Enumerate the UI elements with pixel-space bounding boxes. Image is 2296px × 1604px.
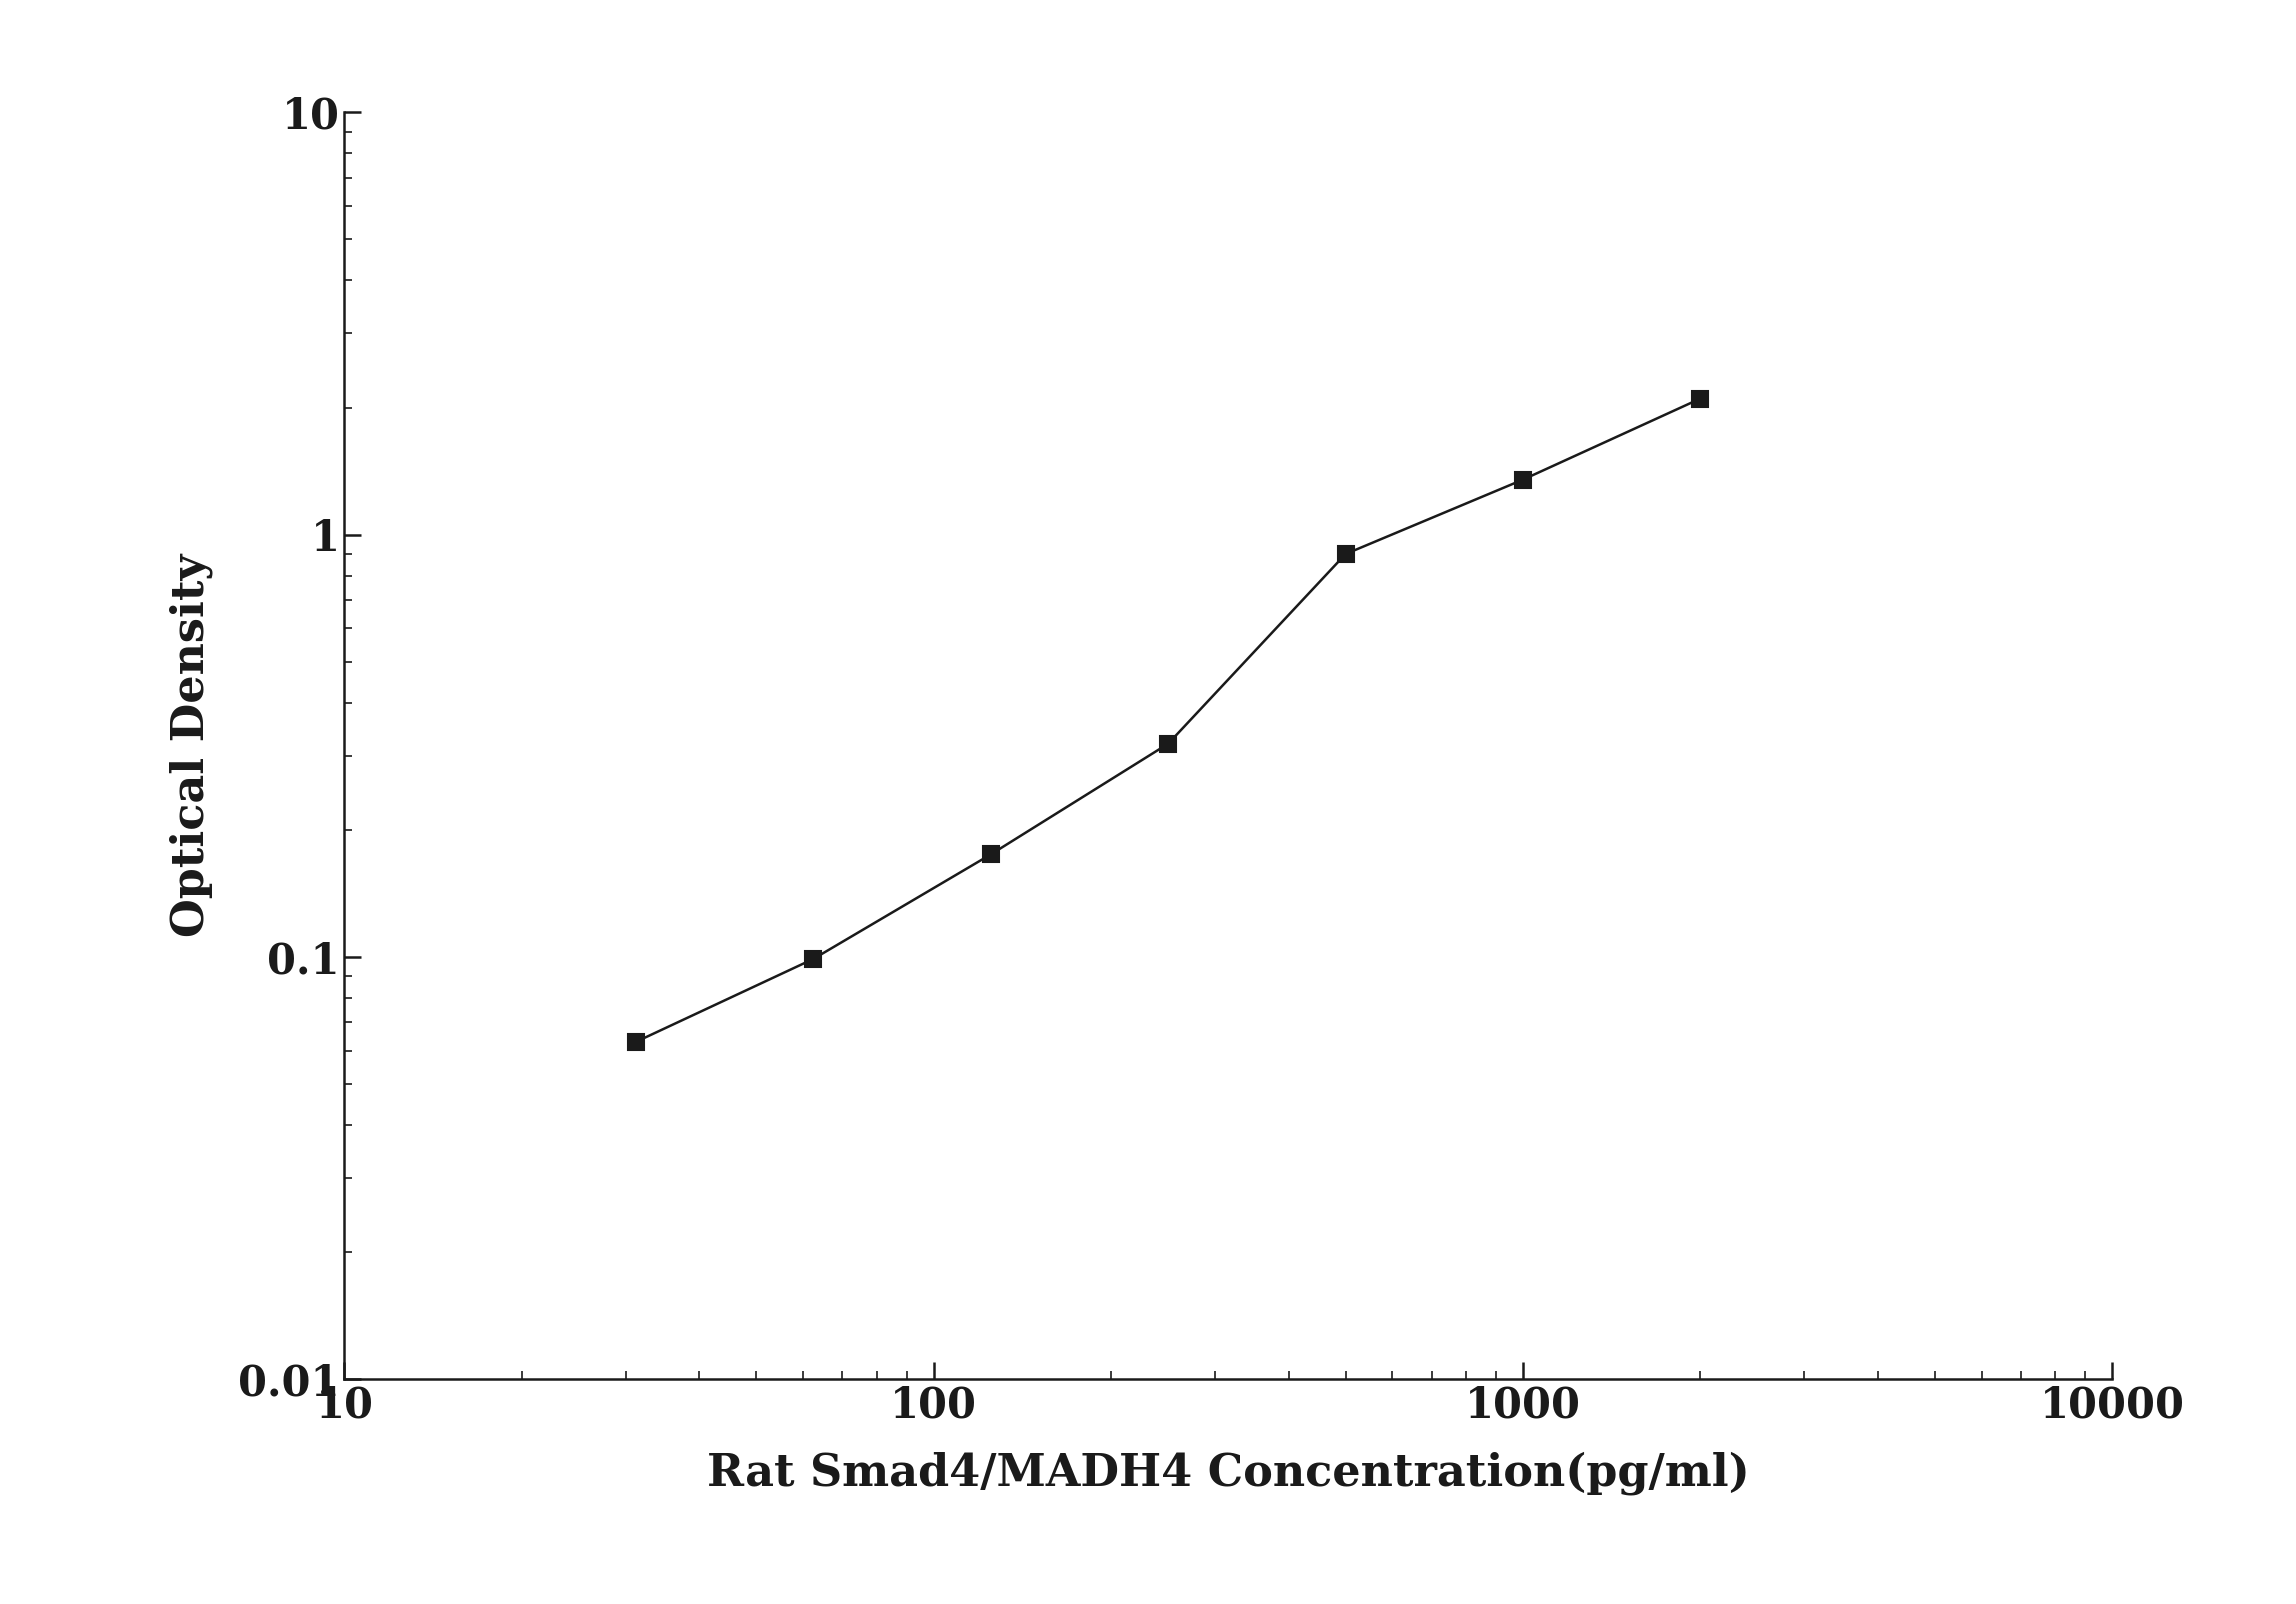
X-axis label: Rat Smad4/MADH4 Concentration(pg/ml): Rat Smad4/MADH4 Concentration(pg/ml) — [707, 1452, 1750, 1495]
Y-axis label: Optical Density: Optical Density — [170, 555, 214, 937]
